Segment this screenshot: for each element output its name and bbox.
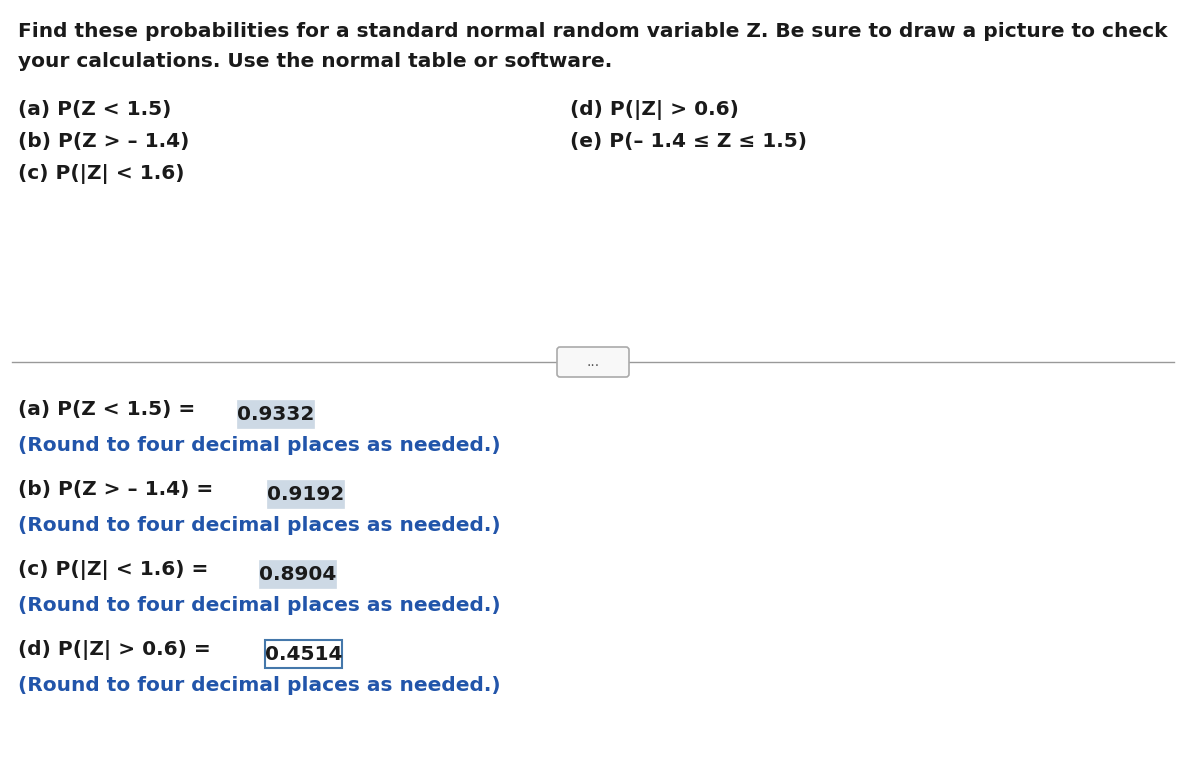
FancyBboxPatch shape <box>237 400 314 428</box>
Text: (e) P(– 1.4 ≤ Z ≤ 1.5): (e) P(– 1.4 ≤ Z ≤ 1.5) <box>570 132 806 151</box>
Text: ...: ... <box>586 355 600 369</box>
Text: your calculations. Use the normal table or software.: your calculations. Use the normal table … <box>18 52 612 71</box>
FancyBboxPatch shape <box>557 347 629 377</box>
Text: (c) P(|Z| < 1.6): (c) P(|Z| < 1.6) <box>18 164 185 184</box>
Text: (Round to four decimal places as needed.): (Round to four decimal places as needed.… <box>18 596 500 615</box>
Text: 0.8904: 0.8904 <box>259 565 336 583</box>
Text: (b) P(Z > – 1.4) =: (b) P(Z > – 1.4) = <box>18 480 217 499</box>
Text: (Round to four decimal places as needed.): (Round to four decimal places as needed.… <box>18 516 500 535</box>
Text: 0.4514: 0.4514 <box>264 644 343 664</box>
Text: (c) P(|Z| < 1.6) =: (c) P(|Z| < 1.6) = <box>18 560 212 580</box>
Text: (a) P(Z < 1.5): (a) P(Z < 1.5) <box>18 100 171 119</box>
Text: (Round to four decimal places as needed.): (Round to four decimal places as needed.… <box>18 436 500 455</box>
Text: (a) P(Z < 1.5) =: (a) P(Z < 1.5) = <box>18 400 199 419</box>
Text: (Round to four decimal places as needed.): (Round to four decimal places as needed.… <box>18 676 500 695</box>
Text: (d) P(|Z| > 0.6) =: (d) P(|Z| > 0.6) = <box>18 640 215 660</box>
FancyBboxPatch shape <box>259 560 336 588</box>
Text: Find these probabilities for a standard normal random variable Z. Be sure to dra: Find these probabilities for a standard … <box>18 22 1167 41</box>
FancyBboxPatch shape <box>264 640 342 668</box>
FancyBboxPatch shape <box>267 480 344 508</box>
Text: 0.9332: 0.9332 <box>237 405 314 424</box>
Text: (b) P(Z > – 1.4): (b) P(Z > – 1.4) <box>18 132 190 151</box>
Text: 0.9192: 0.9192 <box>267 484 344 504</box>
Text: (d) P(|Z| > 0.6): (d) P(|Z| > 0.6) <box>570 100 739 120</box>
